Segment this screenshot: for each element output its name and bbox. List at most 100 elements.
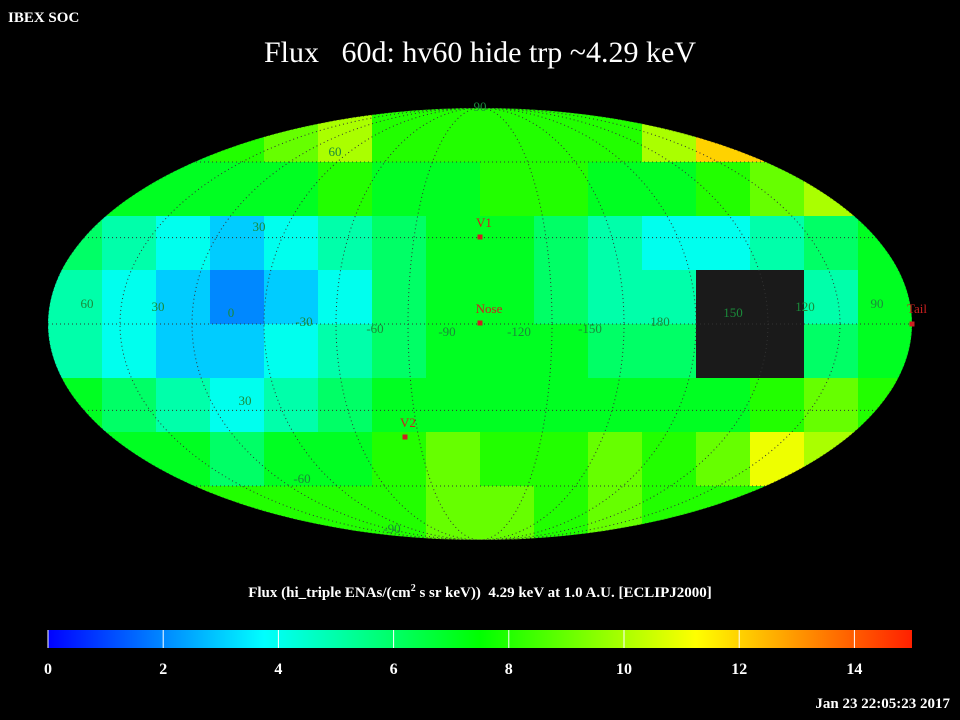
colorbar-tick-label: 6 <box>390 661 398 678</box>
flux-cell <box>426 162 481 217</box>
flux-cell <box>48 378 103 433</box>
flux-cell <box>48 486 103 540</box>
flux-cell <box>588 270 643 325</box>
flux-cell <box>480 324 535 379</box>
flux-cell <box>102 486 157 540</box>
flux-cell <box>858 162 912 217</box>
flux-cell <box>372 270 427 325</box>
flux-cell <box>210 378 265 433</box>
flux-cell <box>318 486 373 540</box>
flux-cell <box>48 216 103 271</box>
flux-cell <box>750 108 805 163</box>
flux-cell <box>48 108 103 163</box>
flux-cell <box>804 270 859 325</box>
flux-cell <box>372 108 427 163</box>
flux-cell <box>372 162 427 217</box>
graticule-label: 60 <box>81 296 94 311</box>
flux-cell <box>642 324 697 379</box>
graticule-label: -150 <box>578 321 602 336</box>
flux-cell <box>588 216 643 271</box>
flux-cell <box>696 216 751 271</box>
flux-cell <box>480 216 535 271</box>
colorbar-ticks: 0 2 4 6 8 10 12 14 <box>44 630 862 678</box>
flux-cell <box>318 270 373 325</box>
graticule-label: -90 <box>383 521 400 536</box>
colorbar-tick-label: 8 <box>505 661 513 678</box>
label-part: s sr keV)) 4.29 keV at 1.0 A.U. [ECLIPJ2… <box>416 585 712 601</box>
graticule-label: -30 <box>295 314 312 329</box>
flux-cell <box>750 378 805 433</box>
flux-cell <box>48 324 103 379</box>
flux-cell <box>264 486 319 540</box>
flux-cell <box>804 324 859 379</box>
map-labels: 60 30 0 -30 -60 -90 -120 -150 180 150 120 90 90 60 30 3… <box>81 99 928 536</box>
flux-cell <box>642 378 697 433</box>
colorbar-tick-label: 0 <box>44 661 52 678</box>
flux-cell <box>642 108 697 163</box>
flux-cell <box>858 270 912 325</box>
flux-cell <box>750 162 805 217</box>
flux-cell <box>642 270 697 325</box>
flux-cell <box>210 270 265 325</box>
flux-cell <box>426 324 481 379</box>
marker-label: V2 <box>400 415 416 430</box>
flux-cell <box>48 162 103 217</box>
flux-cell <box>696 324 751 379</box>
flux-cell <box>318 216 373 271</box>
flux-cell <box>642 216 697 271</box>
flux-cell <box>480 162 535 217</box>
flux-cell <box>426 486 481 540</box>
flux-cell <box>426 108 481 163</box>
header: IBEX SOC <box>8 10 79 26</box>
flux-cell <box>318 324 373 379</box>
flux-cell <box>156 108 211 163</box>
flux-cell <box>48 270 103 325</box>
marker-dot <box>909 321 915 327</box>
flux-cell <box>480 108 535 163</box>
flux-cell <box>318 108 373 163</box>
flux-cell <box>642 432 697 487</box>
flux-cell <box>696 378 751 433</box>
flux-cell <box>102 162 157 217</box>
flux-cell <box>588 486 643 540</box>
chart-title: Flux 60d: hv60 hide trp ~4.29 keV <box>264 36 696 69</box>
flux-cell <box>210 432 265 487</box>
flux-cell <box>750 486 805 540</box>
flux-cell <box>858 378 912 433</box>
flux-cell <box>480 270 535 325</box>
flux-cell <box>426 378 481 433</box>
flux-cell <box>858 324 912 379</box>
flux-cell <box>750 216 805 271</box>
flux-cell <box>642 162 697 217</box>
flux-cell <box>534 324 589 379</box>
flux-cell <box>210 162 265 217</box>
flux-cell <box>804 108 859 163</box>
flux-cell <box>534 486 589 540</box>
flux-cell <box>480 432 535 487</box>
flux-cell <box>750 270 805 325</box>
graticule-label: -90 <box>438 324 455 339</box>
graticule-label: 30 <box>152 299 165 314</box>
flux-cell <box>48 432 103 487</box>
flux-cell <box>534 108 589 163</box>
graticule-label: 120 <box>795 299 815 314</box>
flux-cell <box>102 108 157 163</box>
marker-label: V1 <box>476 215 492 230</box>
flux-cell <box>426 216 481 271</box>
flux-cell <box>696 486 751 540</box>
flux-cell <box>102 216 157 271</box>
flux-cell <box>588 108 643 163</box>
flux-cell <box>102 378 157 433</box>
flux-cell <box>588 378 643 433</box>
flux-cell <box>534 378 589 433</box>
flux-cell <box>426 432 481 487</box>
flux-cell <box>264 270 319 325</box>
flux-cell <box>480 378 535 433</box>
flux-cell <box>264 216 319 271</box>
flux-cell <box>804 378 859 433</box>
flux-cell <box>102 432 157 487</box>
colorbar <box>48 630 912 648</box>
flux-cell <box>534 270 589 325</box>
flux-cell <box>858 108 912 163</box>
flux-cell <box>804 432 859 487</box>
